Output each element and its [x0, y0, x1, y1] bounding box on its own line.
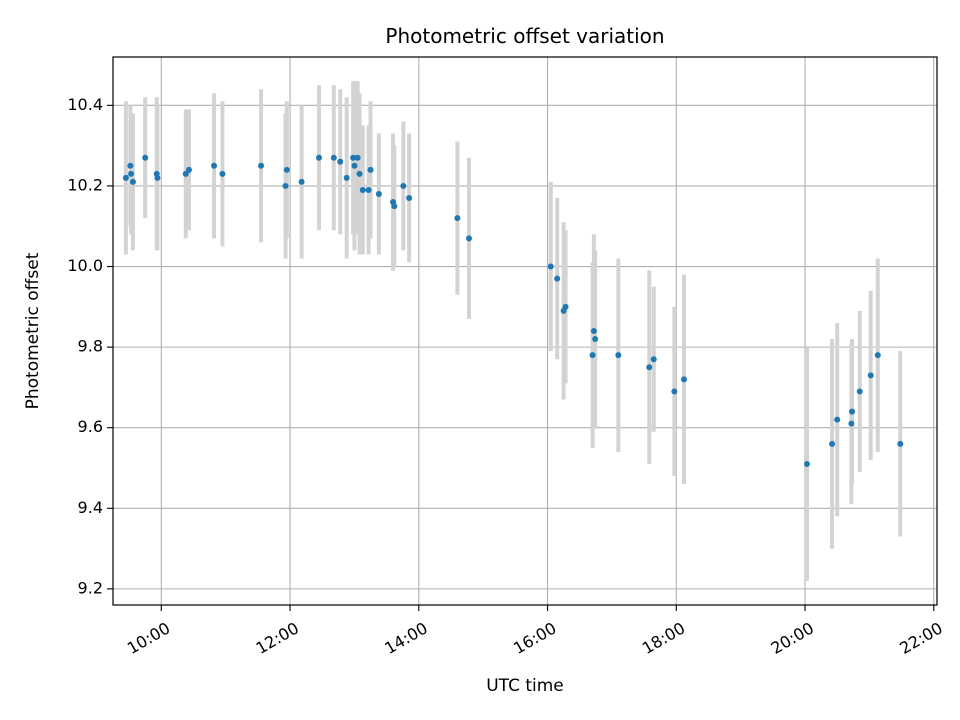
y-tick-label: 9.4 [78, 498, 103, 517]
data-point [365, 186, 372, 193]
data-point [128, 170, 135, 177]
data-point [400, 182, 407, 189]
data-point [182, 170, 189, 177]
y-tick-label: 10.0 [67, 256, 103, 275]
data-point [562, 303, 569, 310]
data-point [367, 166, 374, 173]
data-point [554, 275, 561, 282]
data-point [351, 162, 358, 169]
plot-area [113, 57, 937, 605]
data-point [829, 440, 836, 447]
data-point [803, 460, 810, 467]
y-axis: 9.2 9.4 9.6 9.8 10.0 10.2 10.4 [67, 95, 113, 597]
y-tick-label: 9.8 [78, 337, 103, 356]
data-point [127, 162, 134, 169]
data-point [646, 364, 653, 371]
data-point [867, 372, 874, 379]
y-tick-label: 10.2 [67, 175, 103, 194]
data-point [454, 215, 461, 222]
data-point [343, 174, 350, 181]
data-point [359, 186, 366, 193]
data-point [897, 440, 904, 447]
data-point [375, 191, 382, 197]
data-point [211, 162, 218, 169]
data-point [615, 352, 622, 359]
y-tick-label: 9.6 [78, 417, 103, 436]
data-point [219, 170, 226, 177]
data-point [547, 263, 554, 270]
data-point [671, 388, 678, 395]
data-points [122, 154, 904, 467]
data-point [650, 356, 657, 363]
y-axis-label: Photometric offset [23, 252, 43, 409]
data-point [282, 182, 289, 189]
data-point [122, 174, 129, 181]
data-point [258, 162, 265, 169]
data-point [185, 166, 192, 173]
data-point [590, 328, 597, 334]
x-axis-label: UTC time [486, 676, 564, 696]
data-point [848, 420, 855, 427]
data-point [592, 336, 599, 343]
data-point [356, 170, 363, 177]
y-tick-label: 9.2 [78, 578, 103, 597]
data-point [589, 352, 596, 359]
data-point [874, 352, 881, 359]
data-point [465, 235, 472, 242]
data-point [856, 388, 863, 395]
data-point [681, 376, 688, 383]
data-point [129, 178, 136, 185]
data-point [330, 154, 337, 161]
data-point [316, 154, 322, 161]
data-point [350, 154, 357, 161]
data-point [298, 178, 305, 185]
data-point [406, 195, 413, 202]
data-point [354, 154, 361, 161]
y-tick-label: 10.4 [67, 95, 103, 114]
plot-frame [112, 56, 938, 606]
data-point [834, 416, 841, 423]
data-point [337, 158, 344, 165]
chart-title: Photometric offset variation [385, 24, 664, 48]
data-point [283, 166, 290, 173]
data-point [142, 154, 149, 161]
data-point [849, 408, 856, 415]
gridlines [113, 57, 937, 605]
data-point [391, 203, 398, 210]
data-point [154, 174, 161, 181]
